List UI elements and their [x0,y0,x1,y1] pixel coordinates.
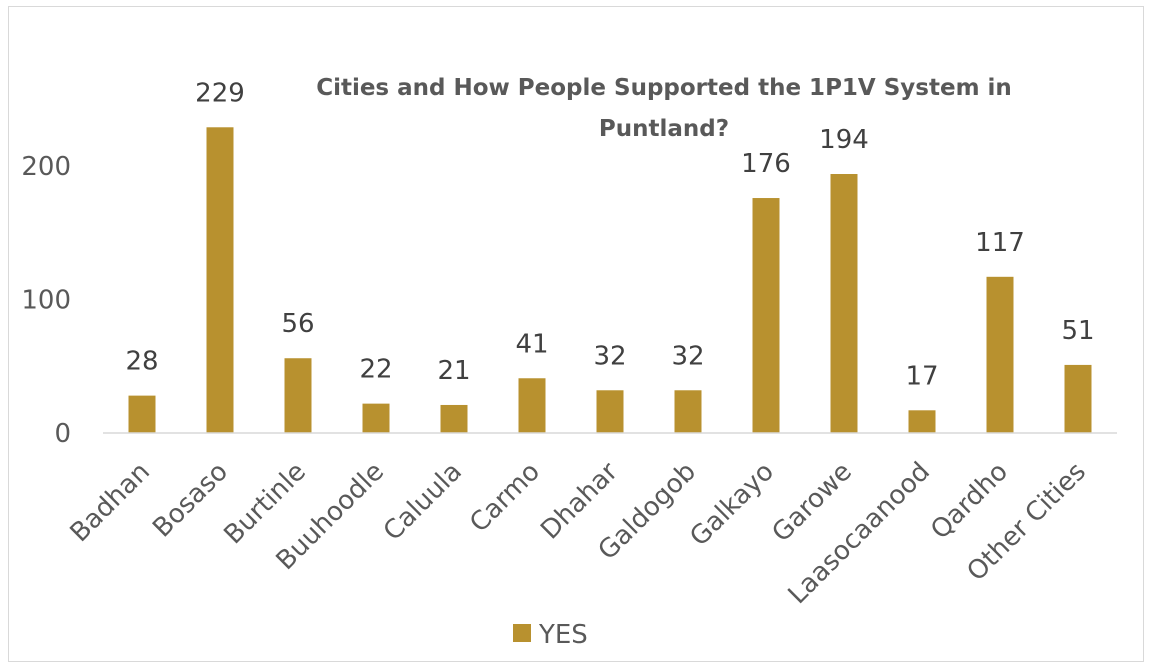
bar [440,404,468,433]
bar-chart: Cities and How People Supported the 1P1V… [21,75,1117,650]
bar-value-label: 41 [515,329,548,359]
x-tick-label: Carmo [464,457,546,539]
bar [830,174,858,433]
x-tick-label: Laasocaanood [783,457,936,610]
bar [284,358,312,433]
bar [128,395,156,433]
bar-series-yes [128,127,1092,433]
bar-value-label: 21 [437,356,470,386]
legend-label-yes: YES [538,620,588,650]
bar [362,403,390,433]
data-labels: 28 229 56 22 21 41 32 32 176 194 17 117 51 [125,78,1094,391]
chart-frame: Cities and How People Supported the 1P1V… [8,6,1144,662]
legend-swatch-yes [513,624,531,642]
bar [674,390,702,433]
bar-value-label: 32 [671,341,704,371]
x-tick-label: Galkayo [684,457,780,553]
bar-value-label: 51 [1061,316,1094,346]
y-tick-label: 100 [21,286,71,316]
legend: YES [513,620,588,650]
bar-value-label: 56 [281,309,314,339]
chart-title-line-2: Puntland? [599,116,729,142]
bar [908,410,936,433]
y-tick-label: 0 [54,419,71,449]
bar-value-label: 194 [819,125,869,155]
bar-value-label: 229 [195,78,245,108]
bar [1064,364,1092,433]
bar-value-label: 117 [975,228,1025,258]
bar-value-label: 17 [905,361,938,391]
bar-value-label: 22 [359,355,392,385]
bar [518,378,546,433]
chart-title-line-1: Cities and How People Supported the 1P1V… [316,75,1012,101]
y-tick-label: 200 [21,152,71,182]
bar-value-label: 28 [125,347,158,377]
bar [986,276,1014,433]
bar [596,390,624,433]
x-tick-label: Caluula [378,457,468,547]
bar-value-label: 176 [741,149,791,179]
x-axis-tick-labels: BadhanBosasoBurtinleBuuhoodleCaluulaCarm… [65,457,1092,610]
bar [206,127,234,433]
bar-value-label: 32 [593,341,626,371]
y-axis-ticks: 0 100 200 [21,152,71,449]
bar [752,198,780,433]
x-tick-label: Badhan [65,457,156,548]
